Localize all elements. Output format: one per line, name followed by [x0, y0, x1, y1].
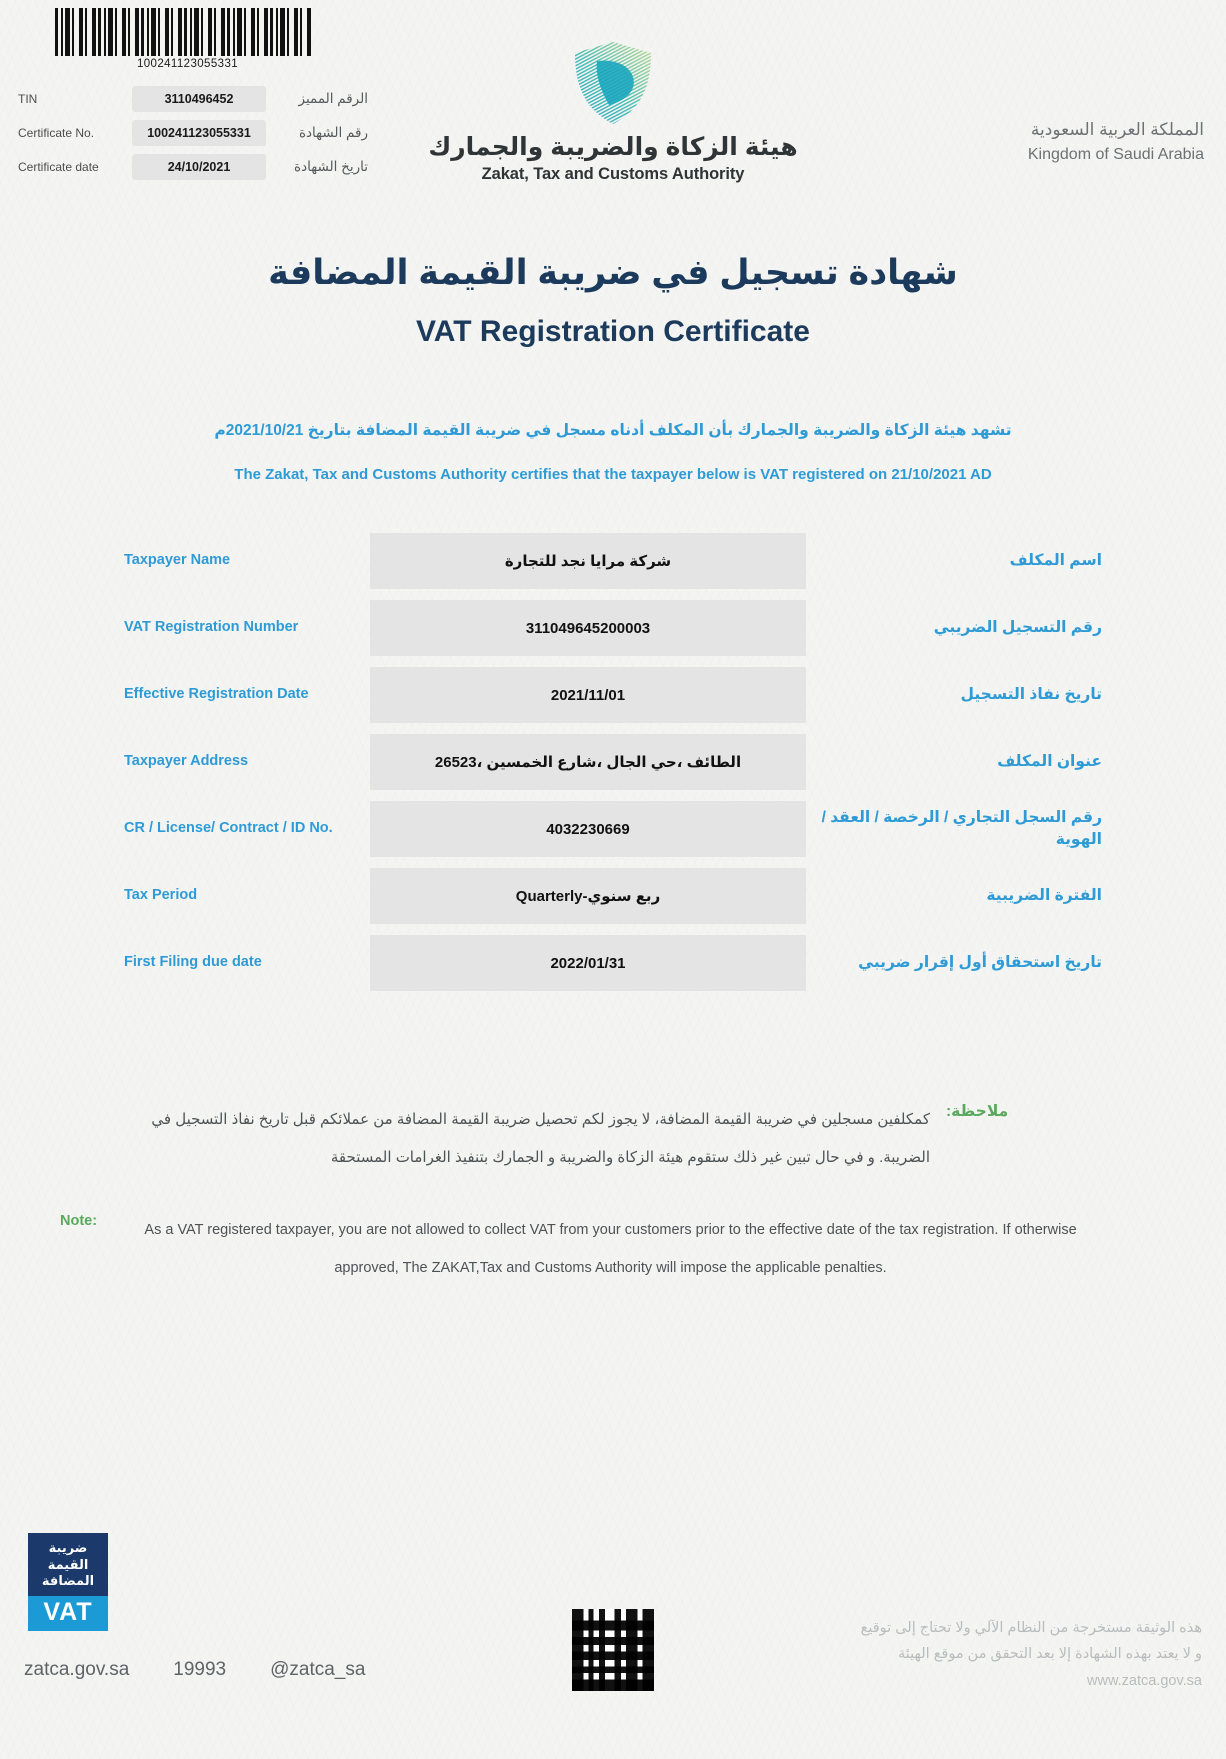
- zatca-shield-icon: [413, 38, 813, 128]
- id-row-certificate-date: Certificate date 24/10/2021 تاريخ الشهاد…: [18, 154, 368, 180]
- label-en-taxpayer-address: Taxpayer Address: [124, 753, 249, 770]
- value-effective-registration-date: 2021/11/01: [370, 667, 806, 723]
- label-en-cr-license-number: CR / License/ Contract / ID No.: [124, 820, 333, 837]
- identification-table: TIN 3110496452 الرقم المميز Certificate …: [18, 86, 368, 188]
- table-row-effective-registration-date: Effective Registration Date 2021/11/01 ت…: [110, 667, 1116, 723]
- label-ar-vat-registration-number: رقم التسجيل الضريبي: [933, 619, 1102, 637]
- value-vat-registration-number: 311049645200003: [370, 600, 806, 656]
- barcode-block: 100241123055331: [55, 8, 320, 70]
- value-cr-license-number: 4032230669: [370, 801, 806, 857]
- disclaimer-line-2: و لا يعتد بهذه الشهادة إلا بعد التحقق من…: [898, 1646, 1202, 1663]
- document-title-block: شهادة تسجيل في ضريبة القيمة المضافة VAT …: [0, 253, 1226, 349]
- note-english-block: Note: As a VAT registered taxpayer, you …: [0, 1212, 1226, 1287]
- label-ar-cr-license-number: رقم السجل التجاري / الرخصة / العقد /الهو…: [821, 809, 1102, 848]
- document-footer: ضريبة القيمة المضافة VAT zatca.gov.sa 19…: [0, 1519, 1226, 1759]
- label-ar-first-filing-due-date: تاريخ استحقاق أول إقرار ضريبي: [858, 954, 1102, 972]
- label-ar-taxpayer-address: عنوان المكلف: [997, 753, 1102, 771]
- id-row-tin: TIN 3110496452 الرقم المميز: [18, 86, 368, 112]
- page-title-ar: شهادة تسجيل في ضريبة القيمة المضافة: [268, 253, 958, 292]
- vat-logo-line-3: المضافة: [41, 1573, 95, 1589]
- label-en-vat-registration-number: VAT Registration Number: [124, 619, 299, 636]
- document-header: 100241123055331 TIN 3110496452 الرقم الم…: [0, 0, 1226, 225]
- note-label-en: Note:: [60, 1213, 98, 1229]
- tin-label-ar: الرقم المميز: [298, 91, 369, 106]
- authority-name-ar: هيئة الزكاة والضريبة والجمارك: [428, 133, 798, 161]
- footer-disclaimer: هذه الوثيقة مستخرجة من النظام الآلي ولا …: [861, 1615, 1202, 1695]
- kingdom-name-en: Kingdom of Saudi Arabia: [1027, 146, 1204, 163]
- certificate-date-label-en: Certificate date: [18, 160, 99, 174]
- kingdom-block: المملكة العربية السعودية Kingdom of Saud…: [1028, 120, 1204, 164]
- table-row-taxpayer-name: Taxpayer Name شركة مرايا نجد للتجارة اسم…: [110, 533, 1116, 589]
- certificate-date-label-ar: تاريخ الشهادة: [294, 159, 368, 174]
- footer-contact-row: zatca.gov.sa 19993 @zatca_sa: [24, 1659, 365, 1681]
- page-title-en: VAT Registration Certificate: [416, 315, 810, 348]
- certify-text-en: The Zakat, Tax and Customs Authority cer…: [234, 466, 992, 483]
- footer-phone: 19993: [173, 1659, 227, 1680]
- footer-website[interactable]: zatca.gov.sa: [24, 1659, 130, 1680]
- certificate-no-label-ar: رقم الشهادة: [298, 125, 368, 140]
- authority-name-en: Zakat, Tax and Customs Authority: [481, 165, 745, 183]
- vat-logo-band: VAT: [28, 1596, 108, 1631]
- vat-logo-label: VAT: [43, 1598, 93, 1626]
- label-en-first-filing-due-date: First Filing due date: [124, 954, 262, 971]
- disclaimer-website: www.zatca.gov.sa: [1087, 1673, 1202, 1690]
- certify-text-ar: تشهد هيئة الزكاة والضريبة والجمارك بأن ا…: [214, 422, 1012, 439]
- qr-code-icon: [572, 1609, 654, 1691]
- barcode-number: 100241123055331: [136, 58, 239, 70]
- tin-value: 3110496452: [132, 86, 266, 112]
- note-text-en: As a VAT registered taxpayer, you are no…: [144, 1222, 1077, 1276]
- notes-section: ملاحظة: كمكلفين مسجلين في ضريبة القيمة ا…: [0, 1101, 1226, 1287]
- note-arabic-block: ملاحظة: كمكلفين مسجلين في ضريبة القيمة ا…: [0, 1101, 1226, 1176]
- value-taxpayer-name: شركة مرايا نجد للتجارة: [370, 533, 806, 589]
- vat-logo-line-1: ضريبة: [48, 1540, 88, 1556]
- vat-logo-line-2: القيمة: [47, 1556, 89, 1572]
- id-row-certificate-no: Certificate No. 100241123055331 رقم الشه…: [18, 120, 368, 146]
- label-ar-tax-period: الفترة الضريبية: [986, 887, 1102, 905]
- vat-logo: ضريبة القيمة المضافة VAT: [28, 1533, 108, 1631]
- taxpayer-details-table: Taxpayer Name شركة مرايا نجد للتجارة اسم…: [110, 533, 1116, 991]
- value-taxpayer-address: الطائف ،حي الجال ،شارع الخمسين ،26523: [370, 734, 806, 790]
- label-ar-taxpayer-name: اسم المكلف: [1009, 552, 1102, 570]
- tin-label-en: TIN: [18, 92, 38, 106]
- table-row-taxpayer-address: Taxpayer Address الطائف ،حي الجال ،شارع …: [110, 734, 1116, 790]
- table-row-cr-license-number: CR / License/ Contract / ID No. 40322306…: [110, 801, 1116, 857]
- vat-logo-arabic-text: ضريبة القيمة المضافة: [28, 1533, 108, 1596]
- certificate-no-label-en: Certificate No.: [18, 126, 95, 140]
- kingdom-name-ar: المملكة العربية السعودية: [1030, 120, 1204, 139]
- label-en-tax-period: Tax Period: [124, 887, 198, 904]
- table-row-first-filing-due-date: First Filing due date 2022/01/31 تاريخ ا…: [110, 935, 1116, 991]
- note-label-ar: ملاحظة:: [946, 1103, 1009, 1120]
- table-row-vat-registration-number: VAT Registration Number 311049645200003 …: [110, 600, 1116, 656]
- certification-statement: تشهد هيئة الزكاة والضريبة والجمارك بأن ا…: [0, 421, 1226, 483]
- certificate-no-value: 100241123055331: [132, 120, 266, 146]
- note-text-ar: كمكلفين مسجلين في ضريبة القيمة المضافة، …: [151, 1111, 930, 1166]
- certificate-date-value: 24/10/2021: [132, 154, 266, 180]
- footer-social-handle[interactable]: @zatca_sa: [270, 1659, 366, 1680]
- label-ar-effective-registration-date: تاريخ نفاذ التسجيل: [960, 686, 1102, 704]
- value-first-filing-due-date: 2022/01/31: [370, 935, 806, 991]
- table-row-tax-period: Tax Period ربع سنوي-Quarterly الفترة الض…: [110, 868, 1116, 924]
- authority-branding: هيئة الزكاة والضريبة والجمارك Zakat, Tax…: [413, 38, 813, 184]
- label-en-taxpayer-name: Taxpayer Name: [124, 552, 231, 569]
- value-tax-period: ربع سنوي-Quarterly: [370, 868, 806, 924]
- label-en-effective-registration-date: Effective Registration Date: [124, 686, 309, 703]
- barcode-image: [55, 8, 313, 56]
- disclaimer-line-1: هذه الوثيقة مستخرجة من النظام الآلي ولا …: [860, 1619, 1202, 1636]
